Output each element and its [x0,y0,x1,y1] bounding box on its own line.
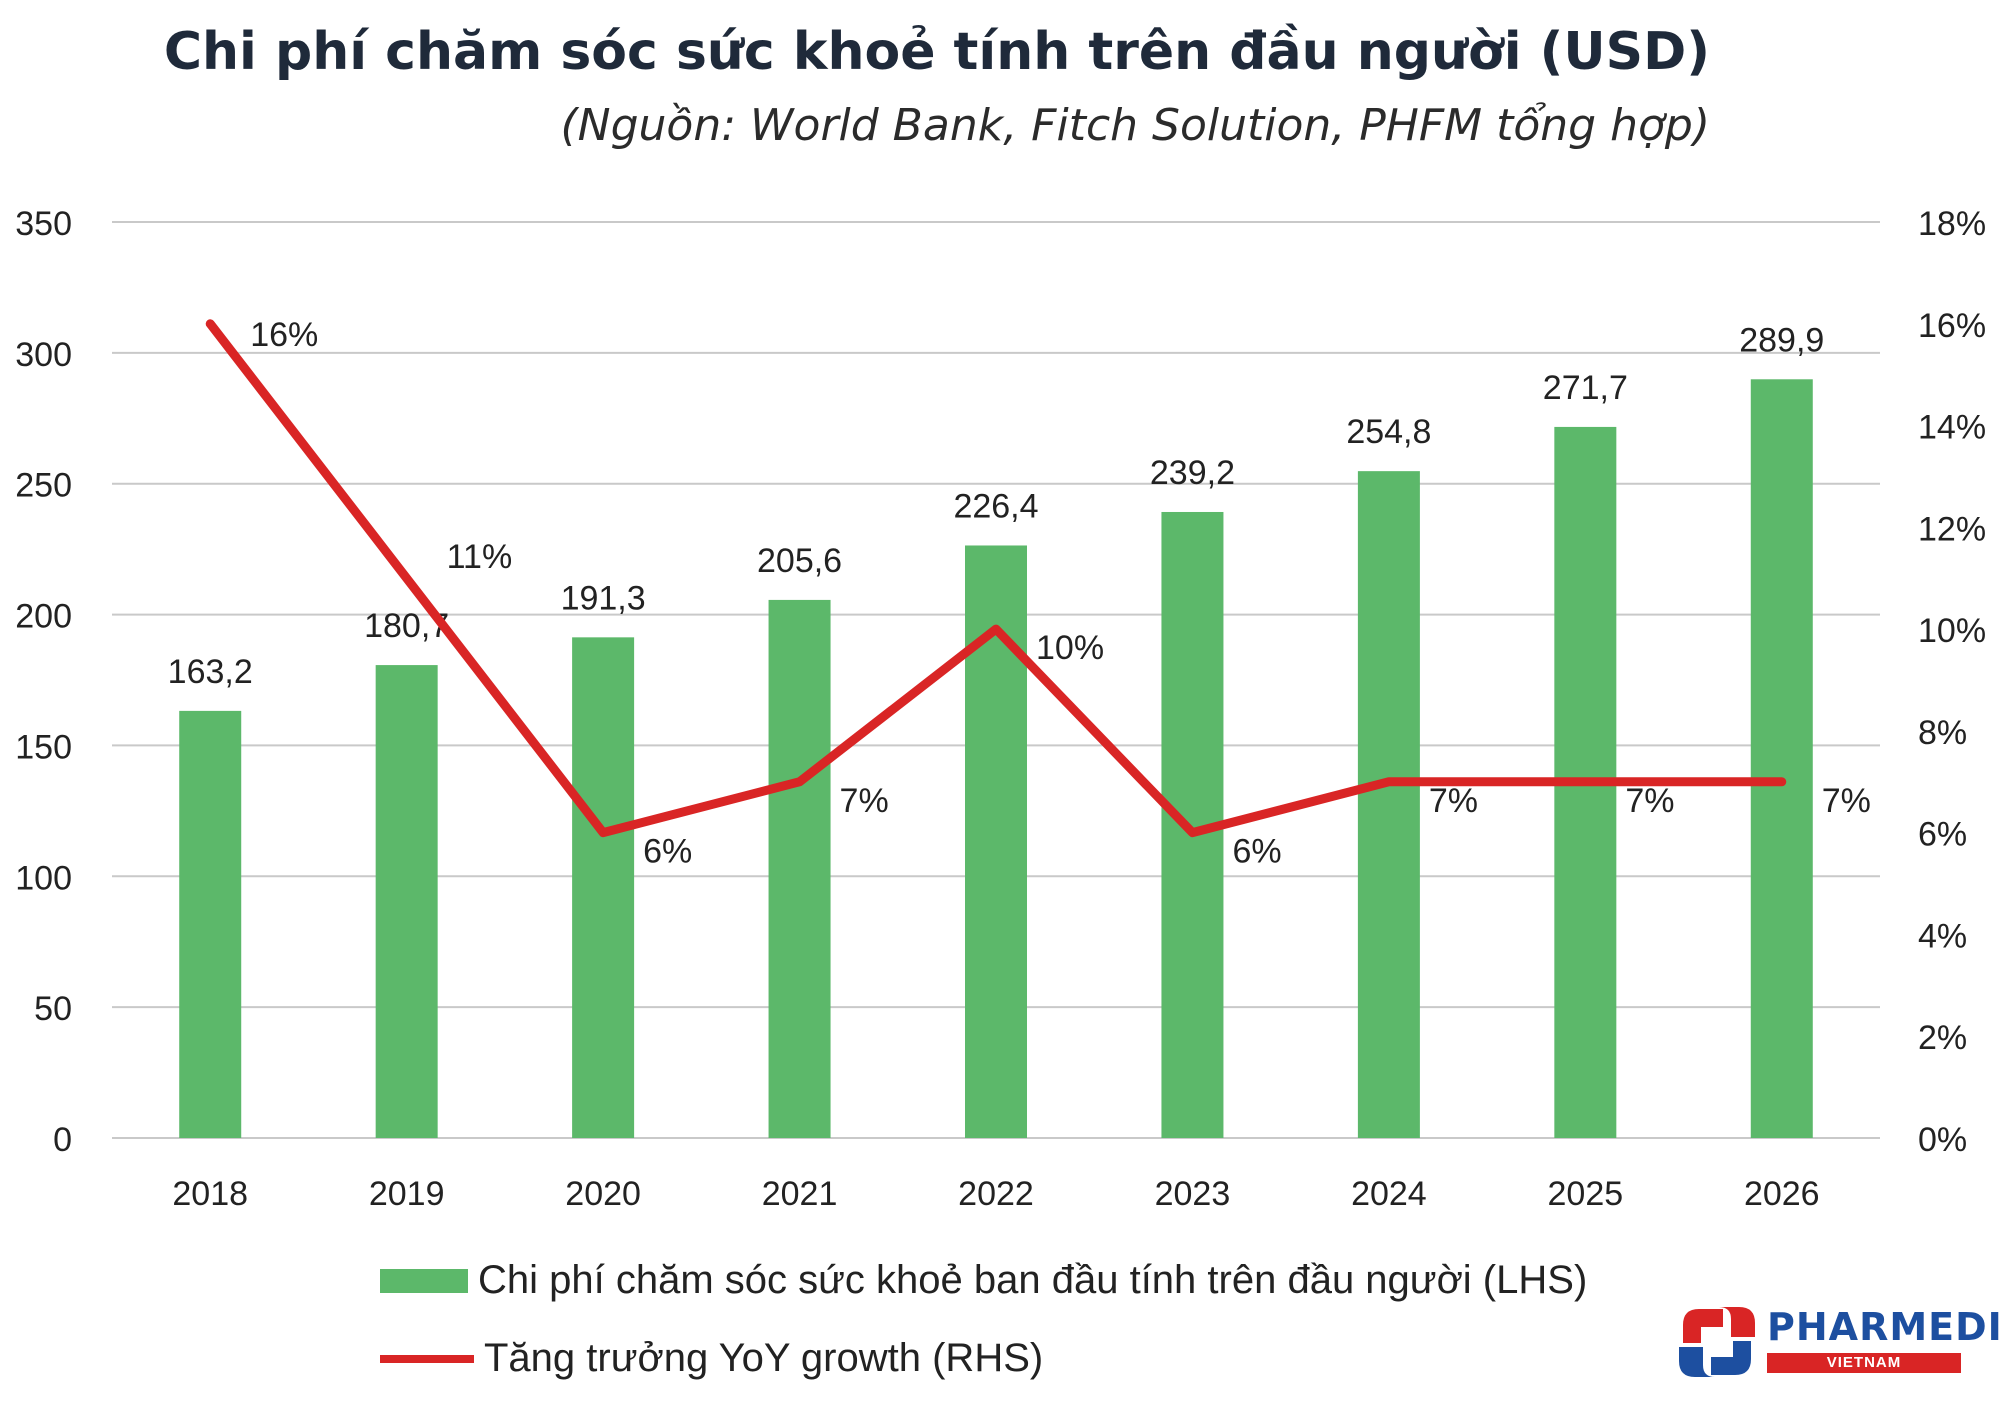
x-tick-label: 2026 [1744,1175,1820,1213]
line-point [995,628,997,631]
y-left-tick-label: 300 [15,336,72,374]
bar-value-label: 226,4 [953,487,1038,525]
bar [1357,471,1420,1139]
line-value-label: 7% [1822,782,1871,820]
line-value-label: 6% [1232,833,1281,871]
y-right-tick-label: 0% [1918,1121,1967,1159]
line-point [798,780,801,783]
logo-subtitle: VIETNAM [1767,1353,1961,1373]
y-left-tick-label: 200 [15,598,72,636]
line-point [209,322,212,325]
line-point [1584,780,1587,783]
y-left-tick-label: 50 [34,990,72,1028]
cross-logo-icon [1679,1307,1755,1377]
chart-subtitle: (Nguồn: World Bank, Fitch Solution, PHFM… [560,100,1710,151]
bar [572,637,635,1138]
line-point [1191,831,1194,834]
x-tick-label: 2022 [958,1175,1034,1213]
line-value-label: 16% [250,316,318,354]
y-left-tick-label: 150 [15,728,72,766]
x-tick-label: 2025 [1548,1175,1624,1213]
y-left-tick-label: 100 [15,859,72,897]
line-value-label: 7% [840,782,889,820]
line-point [602,831,605,834]
line-value-label: 7% [1625,782,1674,820]
bar-value-label: 289,9 [1739,321,1824,359]
bar-value-label: 271,7 [1543,369,1628,407]
line-value-label: 11% [447,538,513,576]
chart-title: Chi phí chăm sóc sức khoẻ tính trên đầu … [163,22,1710,82]
legend-item-bars: Chi phí chăm sóc sức khoẻ ban đầu tính t… [380,1258,1587,1303]
line-point [1387,780,1390,783]
x-tick-label: 2021 [762,1175,838,1213]
x-tick-label: 2018 [172,1175,248,1213]
y-left-tick-label: 350 [15,205,72,243]
y-right-tick-label: 14% [1918,409,1986,447]
y-right-tick-label: 16% [1918,307,1986,345]
line-point [405,577,408,580]
legend-bar-swatch [380,1268,468,1293]
line-value-label: 7% [1429,782,1478,820]
logo-name: PHARMEDI [1767,1305,2000,1349]
bar [375,665,438,1138]
bar-value-label: 239,2 [1150,454,1235,492]
pharmedi-logo: PHARMEDI VIETNAM [1675,1303,2000,1381]
line-point [1780,780,1783,783]
y-right-tick-label: 8% [1918,714,1967,752]
bar-value-label: 205,6 [757,542,842,580]
y-right-tick-label: 12% [1918,510,1986,548]
line-value-label: 10% [1036,629,1104,667]
y-right-tick-label: 6% [1918,816,1967,854]
bar-value-label: 163,2 [168,653,253,691]
bar [768,599,831,1138]
y-right-tick-label: 4% [1918,917,1967,955]
bar-value-label: 191,3 [561,579,646,617]
line-value-label: 6% [643,833,692,871]
y-right-tick-label: 2% [1918,1019,1967,1057]
y-left-tick-label: 250 [15,467,72,505]
legend-line-label: Tăng trưởng YoY growth (RHS) [484,1336,1044,1380]
legend-bar-label: Chi phí chăm sóc sức khoẻ ban đầu tính t… [478,1258,1588,1302]
bar [179,710,242,1138]
x-tick-label: 2024 [1351,1175,1427,1213]
bar [1750,379,1813,1138]
combo-chart: 0 50 100 150 200 250 300 350 0% 2% 4% 6% 8% 10% 12% 14%… [15,205,1986,1213]
x-tick-label: 2019 [369,1175,445,1213]
legend-item-line: Tăng trưởng YoY growth (RHS) [380,1336,1043,1381]
bar-value-label: 254,8 [1346,413,1431,451]
y-left-tick-label: 0 [53,1121,72,1159]
x-tick-label: 2023 [1155,1175,1231,1213]
y-right-tick-label: 18% [1918,205,1986,243]
legend-line-swatch [380,1354,474,1363]
y-right-tick-label: 10% [1918,612,1986,650]
x-tick-label: 2020 [565,1175,641,1213]
